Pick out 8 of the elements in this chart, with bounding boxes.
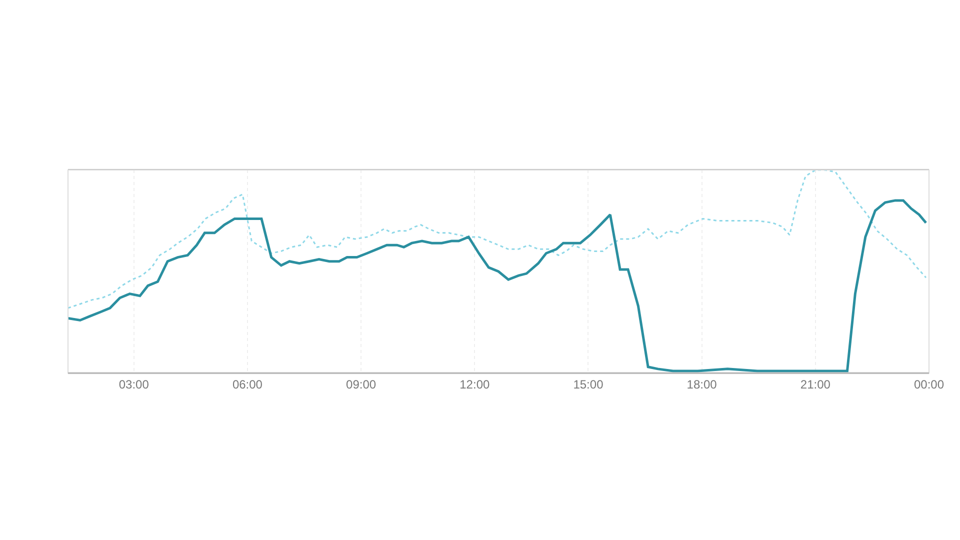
x-tick-label: 00:00 xyxy=(914,377,944,392)
x-tick-label: 06:00 xyxy=(232,377,263,392)
x-tick-label: 21:00 xyxy=(800,377,831,392)
x-tick-label: 15:00 xyxy=(573,377,604,392)
x-tick-label: 12:00 xyxy=(460,377,490,392)
x-tick-label: 03:00 xyxy=(118,377,150,392)
x-tick-label: 18:00 xyxy=(686,377,718,392)
x-tick-label: 09:00 xyxy=(346,377,376,392)
